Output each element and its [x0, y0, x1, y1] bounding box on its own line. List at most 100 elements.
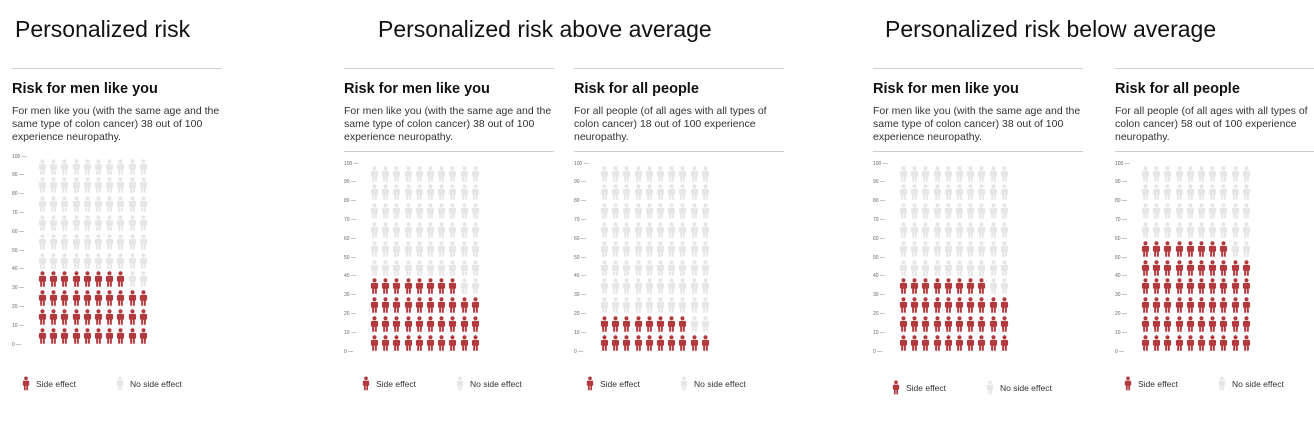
- person-icon: [415, 222, 424, 239]
- person-icon: [471, 297, 480, 314]
- panel-description: For men like you (with the same age and …: [344, 105, 552, 144]
- person-icon: [645, 222, 654, 239]
- axis-tick-label: 50 —: [574, 254, 586, 261]
- person-icon: [381, 240, 390, 258]
- person-icon: [977, 184, 986, 201]
- person-icon: [910, 222, 919, 239]
- legend-no-side-effect: No side effect: [1218, 376, 1284, 391]
- person-icon: [645, 297, 654, 314]
- person-icon: [1152, 278, 1161, 295]
- axis-tick-label: 30 —: [574, 292, 586, 299]
- person-icon: [1141, 316, 1150, 333]
- axis-tick-label: 100 —: [1115, 160, 1130, 167]
- person-icon: [139, 177, 148, 194]
- person-icon: [989, 316, 998, 333]
- section-title-personalized-risk: Personalized risk: [15, 16, 191, 42]
- person-icon: [370, 203, 379, 220]
- person-icon: [690, 203, 699, 220]
- person-icon: [105, 271, 114, 288]
- person-icon: [437, 259, 446, 277]
- person-icon: [690, 316, 699, 333]
- person-icon: [634, 297, 643, 314]
- person-icon: [944, 165, 953, 183]
- axis-tick-label: 20 —: [1115, 311, 1127, 317]
- person-icon: [94, 215, 103, 232]
- person-icon: [1186, 184, 1195, 201]
- person-icon: [977, 240, 986, 258]
- axis-tick-label: 30 —: [12, 285, 24, 292]
- person-icon: [1000, 259, 1009, 277]
- person-icon: [933, 297, 942, 314]
- person-icon: [910, 165, 919, 183]
- person-icon: [645, 184, 654, 201]
- person-icon: [667, 240, 676, 258]
- person-icon: [404, 259, 413, 277]
- person-icon: [1163, 184, 1172, 201]
- person-icon: [1197, 184, 1206, 201]
- person-icon: [1163, 203, 1172, 220]
- person-icon: [116, 196, 125, 213]
- person-icon: [966, 297, 975, 314]
- icon-array-chart: 100 — 90 — 80 — 70 — 60 — 50 — 40 — 30 — 20 — 10 …: [12, 153, 222, 353]
- person-icon: [910, 334, 919, 352]
- person-icon: [966, 240, 975, 258]
- person-icon: [370, 240, 379, 258]
- person-icon: [128, 309, 137, 326]
- person-icon: [471, 316, 480, 333]
- person-icon: [667, 222, 676, 239]
- person-icon: [116, 252, 125, 270]
- axis-tick-label: 50 —: [12, 247, 24, 254]
- person-icon: [622, 240, 631, 258]
- legend-label: No side effect: [130, 378, 182, 389]
- person-icon: [933, 222, 942, 239]
- person-icon: [611, 297, 620, 314]
- panel-heading: Risk for all people: [1115, 81, 1240, 97]
- person-icon: [1242, 240, 1251, 258]
- person-icon: [415, 334, 424, 352]
- person-icon: [1242, 297, 1251, 314]
- person-icon: [72, 233, 81, 251]
- risk-panel-men-like-you: Risk for men like you For men like you (…: [873, 68, 1083, 360]
- person-icon: [1152, 222, 1161, 239]
- axis-tick-label: 70 —: [12, 210, 24, 216]
- legend-label: No side effect: [470, 378, 522, 389]
- axis-tick-label: 40 —: [1115, 273, 1127, 280]
- person-icon: [1163, 297, 1172, 314]
- person-icon: [83, 327, 92, 345]
- axis-tick-label: 100 —: [873, 160, 888, 167]
- person-icon: [1219, 316, 1228, 333]
- person-icon: [1197, 222, 1206, 239]
- person-icon: [1208, 259, 1217, 277]
- person-icon: [933, 203, 942, 220]
- person-icon: [381, 184, 390, 201]
- person-icon: [933, 278, 942, 295]
- person-icon: [1208, 278, 1217, 295]
- person-icon: [392, 240, 401, 258]
- person-icon: [370, 316, 379, 333]
- person-icon: [989, 222, 998, 239]
- axis-tick-label: 10 —: [574, 329, 586, 336]
- person-icon: [899, 259, 908, 277]
- person-icon: [437, 334, 446, 352]
- person-icon: [977, 278, 986, 295]
- person-icon: [910, 278, 919, 295]
- person-icon: [1197, 203, 1206, 220]
- person-icon: [392, 165, 401, 183]
- person-icon: [600, 259, 609, 277]
- person-icon: [1219, 278, 1228, 295]
- person-icon: [678, 165, 687, 183]
- person-icon: [105, 177, 114, 194]
- person-icon: [139, 290, 148, 307]
- person-icon: [49, 233, 58, 251]
- person-icon: [83, 215, 92, 232]
- legend-no-side-effect: No side effect: [680, 376, 746, 391]
- person-icon: [977, 334, 986, 352]
- person-icon: [966, 222, 975, 239]
- person-icon: [622, 259, 631, 277]
- person-icon: [634, 240, 643, 258]
- icon-array-chart: 100 — 90 — 80 — 70 — 60 — 50 — 40 — 30 — 20 — 10 …: [574, 160, 784, 360]
- person-icon: [955, 334, 964, 352]
- person-icon: [60, 309, 69, 326]
- person-icon: [1197, 165, 1206, 183]
- person-icon: [634, 165, 643, 183]
